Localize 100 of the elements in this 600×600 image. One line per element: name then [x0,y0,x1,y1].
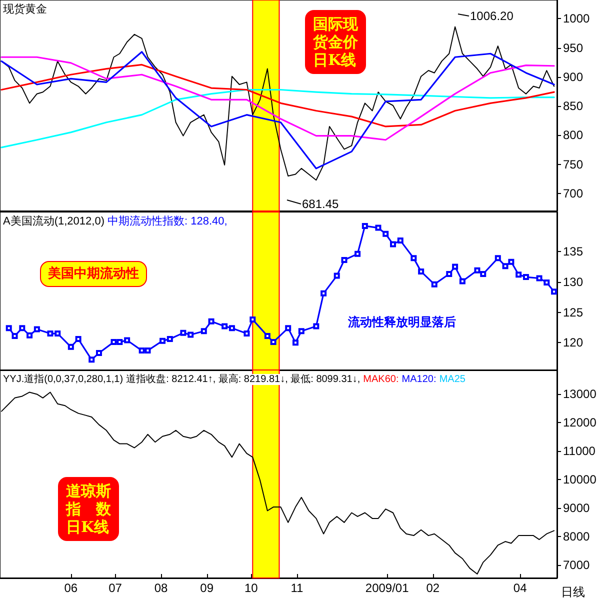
point [26,332,33,338]
y-tick-label: 130 [563,274,584,289]
y-tick-label: 1000 [563,12,590,26]
point [362,222,368,229]
y-tick-label: 7000 [563,558,590,572]
point [397,238,404,244]
point [341,257,348,264]
point [452,264,458,270]
point [200,328,207,334]
point [47,330,54,337]
point [222,323,228,330]
point [382,230,389,237]
point [354,250,361,257]
point [144,348,151,354]
point [75,336,82,342]
x-tick-label: 08 [154,581,168,595]
text: 日线 [561,585,585,599]
point [551,288,558,295]
y-tick-label: 900 [563,70,584,84]
x-tick-label: 04 [513,581,528,595]
point [285,325,292,332]
point [180,330,186,336]
point [431,281,438,288]
point [418,268,424,275]
y-tick-label: 700 [563,186,584,201]
annotation: MA120: [402,374,436,385]
y-tick-label: 850 [563,99,584,114]
annotation: MAK60: [363,374,399,385]
y-tick-label: 750 [563,157,584,172]
point [12,332,18,339]
chart-title: 现货黄金 [3,2,47,16]
point [96,350,102,356]
chart-title: YYJ.道指(0,0,37,0,280,1,1) [3,373,124,385]
y-tick-label: 125 [563,305,584,320]
x-tick-label: 2009/01 [365,581,410,595]
annotation: MA25 [439,374,466,385]
y-tick-label: 135 [563,244,584,258]
point [410,255,417,262]
point [228,325,235,332]
y-tick-label: 120 [563,336,584,350]
point [264,332,270,339]
annotation: 道琼斯指 数日K线 [65,482,112,536]
annotation: 流动性释放明显落后 [347,315,456,329]
point [166,336,173,342]
point [480,270,486,277]
point [110,339,117,346]
point [292,340,298,346]
y-tick-label: 8000 [563,530,590,544]
point [6,325,12,332]
point [124,337,130,344]
point [34,326,40,332]
y-tick-label: 950 [563,40,584,55]
point [320,290,327,296]
x-tick-label: 02 [426,581,440,595]
point [502,263,508,270]
point [68,344,74,350]
point [208,318,214,324]
point [516,272,522,278]
point [375,224,382,231]
y-tick-label: 9000 [563,501,590,516]
y-tick-label: 800 [563,128,584,142]
point [474,267,480,274]
chart-title: A美国流动(1,2012,0) [3,214,104,228]
x-tick-label: 06 [64,581,78,595]
point [459,278,466,284]
text: 中期流动性指数: 128.40, [108,214,228,228]
chart-subtitle: 道指收盘: 8212.41↑, 最高: 8219.81↓, 最低: 8099.31↓, [126,373,360,385]
point [298,328,304,334]
line-series [0,88,555,148]
x-tick-label: 07 [108,581,122,595]
point [88,356,95,363]
x-tick-label: 11 [290,581,304,595]
y-tick-label: 11000 [563,444,596,458]
x-tick-label: 09 [200,581,214,595]
y-tick-label: 10000 [563,472,597,487]
point [313,323,320,330]
y-tick-label: 12000 [563,416,597,430]
annotation: 国际现货金价日K线 [312,15,359,69]
line-series [0,51,555,170]
point [138,348,145,354]
point [334,272,340,279]
point [446,270,452,277]
point [54,330,61,337]
point [250,316,256,323]
point [244,330,250,337]
point [536,275,542,282]
annotation: 1006.20 [470,9,514,23]
point [19,325,26,332]
annotation: 美国中期流动性 [47,266,139,282]
point [188,332,194,338]
annotation: 681.45 [302,197,340,211]
point [390,241,396,248]
point [544,279,550,286]
point [270,339,276,346]
point [160,338,166,344]
point [522,274,529,280]
y-tick-label: 13000 [563,387,597,402]
point [116,339,123,346]
point [508,258,514,265]
x-tick-label: 10 [244,581,258,595]
